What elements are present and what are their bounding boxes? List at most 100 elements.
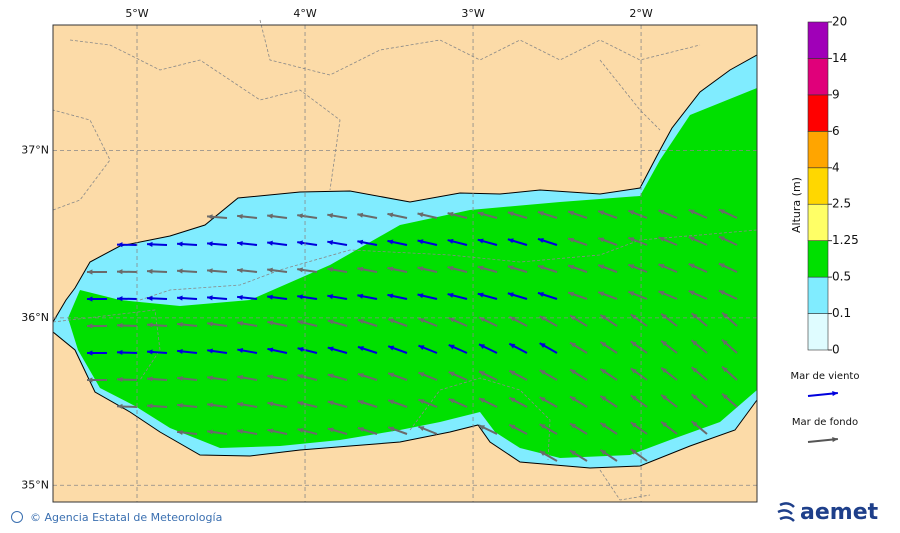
wave-arrow-head (418, 345, 425, 350)
wave-arrow-head (357, 427, 364, 432)
wave-arrow-head (630, 422, 637, 428)
colorbar-segment (807, 167, 829, 205)
wave-arrow-head (537, 292, 544, 297)
copyright-icon (11, 511, 23, 523)
colorbar-label: 20 (832, 15, 847, 29)
wave-arrow-head (177, 268, 183, 274)
colorbar-segment (807, 21, 829, 59)
legend-label: Mar de viento (791, 371, 860, 382)
wave-arrow-head (569, 369, 576, 375)
wave-arrow-head (357, 266, 364, 272)
colorbar-segment (807, 131, 829, 169)
wave-arrow-head (448, 398, 455, 404)
wave-arrow-head (357, 373, 364, 378)
wave-arrow-head (509, 370, 516, 376)
wave-arrow-head (237, 213, 243, 220)
wave-arrow-head (600, 422, 607, 429)
wave-arrow-head (117, 349, 123, 356)
wave-arrow-head (537, 238, 544, 243)
colorbar-segment (807, 313, 829, 351)
colorbar-label: 4 (832, 160, 840, 174)
wave-arrow-head (628, 210, 635, 216)
map-frame (52, 24, 758, 503)
wave-arrow-head (327, 267, 334, 273)
wave-arrow-head (537, 265, 544, 270)
wave-arrow-head (388, 318, 395, 324)
wave-arrow-head (688, 209, 695, 215)
wave-arrow-head (630, 449, 637, 455)
wave-arrow-head (718, 290, 725, 296)
wave-arrow-head (447, 211, 454, 217)
wave-arrow-head (600, 395, 607, 402)
wave-arrow-head (267, 428, 274, 434)
wave-arrow-head (691, 313, 698, 319)
legend-arrow-head (832, 437, 838, 443)
wave-arrow-head (207, 295, 213, 301)
wave-arrow-head (297, 374, 304, 379)
wave-arrow-head (147, 376, 153, 382)
wave-arrow-head (628, 237, 635, 243)
wave-arrows (87, 208, 738, 462)
wave-arrow-head (327, 240, 334, 246)
wave-arrow-head (177, 321, 183, 328)
wave-arrow-head (267, 213, 273, 219)
wave-arrow-head (600, 368, 607, 375)
wave-arrow-head (207, 375, 213, 381)
wave-arrow-head (388, 372, 395, 378)
wave-arrow-head (147, 403, 153, 409)
wave-arrow-head (207, 268, 213, 274)
wave-arrow-head (417, 266, 424, 272)
wave-arrow-head (477, 238, 484, 244)
wave-arrow-head (117, 296, 123, 302)
wave-arrow-head (661, 421, 668, 428)
wave-arrow-head (630, 314, 637, 320)
wave-arrow-head (117, 242, 123, 248)
wave-arrow-head (117, 322, 123, 329)
colorbar: 0 0.1 0.5 1.25 2.5 4 6 9 14 20 (807, 15, 859, 357)
wave-arrow-head (177, 429, 183, 436)
wave-arrow-head (87, 377, 93, 383)
wave-arrow-head (478, 398, 485, 403)
wave-arrow-head (87, 323, 93, 329)
wave-arrow-head (568, 237, 575, 243)
x-tick-label: 5°W (125, 7, 148, 20)
wave-arrow-head (448, 344, 455, 350)
wave-arrow-head (630, 395, 637, 401)
wave-arrow-head (147, 268, 153, 274)
wave-arrow-head (478, 371, 485, 376)
wave-arrow-head (569, 396, 576, 402)
wave-arrow-head (537, 211, 544, 216)
wave-arrow-head (267, 320, 274, 326)
logo-text: aemet (800, 500, 879, 525)
wave-arrow-head (357, 400, 364, 405)
wave-arrow-head (722, 339, 728, 346)
legend: Mar de viento Mar de fondo (791, 371, 860, 443)
wave-arrow-head (418, 426, 425, 431)
y-tick-label: 35°N (21, 478, 49, 491)
wave-arrow-head (387, 239, 394, 245)
wave-arrow-head (478, 317, 485, 322)
wave-arrow-head (477, 211, 484, 217)
colorbar-segment (807, 203, 829, 241)
wave-arrow-head (147, 322, 153, 328)
wave-arrow-head (630, 368, 637, 374)
wave-arrow-head (661, 340, 668, 347)
map (52, 19, 758, 502)
wave-arrow-head (661, 313, 668, 320)
y-tick-label: 36°N (21, 311, 49, 324)
wave-arrow-head (569, 342, 576, 348)
wave-arrow-head (658, 210, 665, 215)
wave-arrow-head (447, 292, 454, 298)
colorbar-segment (807, 94, 829, 132)
wave-arrow-head (418, 318, 425, 323)
wave-arrow-head (478, 425, 485, 430)
wave-arrow-head (267, 267, 273, 273)
wave-arrow-head (568, 264, 575, 270)
colorbar-segment (807, 240, 829, 278)
wave-arrow-head (207, 321, 213, 327)
wave-arrow-head (267, 240, 273, 246)
wave-arrow-head (447, 238, 454, 244)
wave-arrow-head (418, 372, 425, 377)
wave-arrow-head (87, 269, 93, 275)
legend-key (807, 391, 838, 397)
